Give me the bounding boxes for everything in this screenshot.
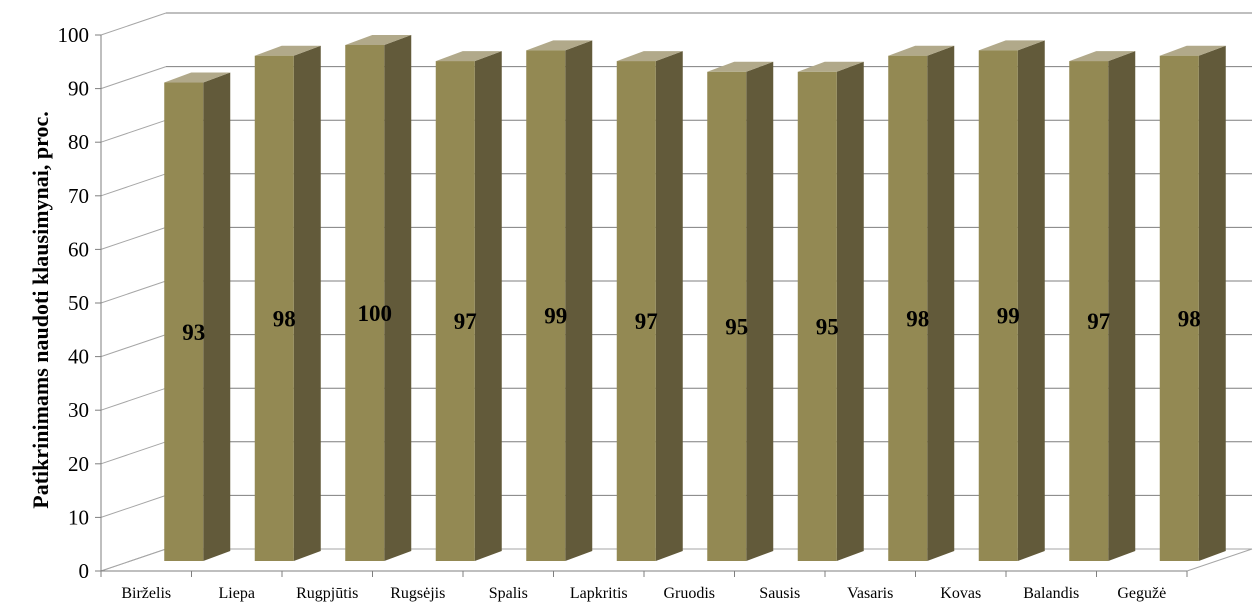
x-tick-label: Rugsėjis bbox=[390, 585, 445, 602]
side-gridline bbox=[100, 334, 167, 358]
bar bbox=[888, 55, 928, 561]
y-axis-label: Patikrinimams naudoti klausimynai, proc. bbox=[28, 111, 53, 509]
bar bbox=[345, 45, 385, 561]
bar bbox=[1159, 55, 1199, 561]
bar bbox=[797, 71, 837, 562]
side-gridline bbox=[100, 494, 167, 518]
bar-top bbox=[345, 35, 412, 45]
bar bbox=[435, 61, 475, 561]
bar-top bbox=[707, 61, 774, 72]
y-tick-label: 70 bbox=[68, 184, 89, 208]
bar-side bbox=[746, 61, 774, 562]
data-label: 97 bbox=[1087, 309, 1110, 334]
bar-side bbox=[293, 45, 321, 562]
bars bbox=[164, 35, 1226, 562]
bar-top bbox=[616, 51, 683, 62]
side-gridline bbox=[100, 226, 167, 250]
y-tick-label: 40 bbox=[68, 345, 89, 369]
bar-side bbox=[1108, 51, 1136, 561]
data-label: 99 bbox=[997, 304, 1020, 329]
x-tick-label: Gruodis bbox=[663, 585, 715, 602]
bar-top bbox=[164, 72, 231, 83]
data-label: 98 bbox=[273, 306, 296, 331]
data-label: 97 bbox=[454, 309, 477, 334]
bar-top bbox=[435, 51, 502, 62]
side-gridline bbox=[100, 12, 167, 36]
bar-side bbox=[384, 35, 412, 561]
bar-top bbox=[1069, 51, 1136, 62]
bar-top bbox=[1159, 45, 1226, 56]
data-label: 98 bbox=[1178, 306, 1201, 331]
x-tick-label: Kovas bbox=[940, 585, 981, 602]
bar-side bbox=[203, 72, 231, 562]
y-tick-label: 80 bbox=[68, 130, 89, 154]
data-label: 95 bbox=[725, 314, 748, 339]
x-tick-label: Spalis bbox=[489, 585, 528, 602]
bar bbox=[1069, 61, 1109, 561]
data-label: 100 bbox=[358, 301, 393, 326]
x-tick-label: Lapkritis bbox=[570, 585, 628, 602]
side-gridline bbox=[100, 66, 167, 90]
side-gridline bbox=[100, 280, 167, 304]
bar-side bbox=[927, 45, 955, 562]
bar-side bbox=[474, 51, 502, 561]
bar-side bbox=[1198, 45, 1226, 562]
y-tick-label: 50 bbox=[68, 291, 89, 315]
y-tick-label: 90 bbox=[68, 77, 89, 101]
data-label: 99 bbox=[544, 304, 567, 329]
x-tick-label: Balandis bbox=[1023, 585, 1079, 602]
x-tick-label: Rugpjūtis bbox=[296, 585, 358, 602]
y-tick-label: 0 bbox=[79, 559, 90, 583]
data-label: 95 bbox=[816, 314, 839, 339]
bar bbox=[978, 50, 1018, 562]
bar bbox=[254, 55, 294, 561]
side-gridline bbox=[100, 119, 167, 143]
data-label: 97 bbox=[635, 309, 658, 334]
bar-top bbox=[978, 40, 1045, 51]
y-tick-label: 60 bbox=[68, 237, 89, 261]
bar-side bbox=[1017, 40, 1045, 562]
bar-side bbox=[836, 61, 864, 562]
side-gridline bbox=[100, 441, 167, 465]
y-tick-label: 20 bbox=[68, 452, 89, 476]
floor-right-edge bbox=[1186, 548, 1253, 572]
data-label: 93 bbox=[182, 320, 205, 345]
labels: 0 10 20 30 40 50 60 70 80 90 100 93 Birželis 98 Liepa 1… bbox=[58, 23, 1201, 602]
bar-top bbox=[526, 40, 593, 51]
bar-top bbox=[797, 61, 864, 72]
bar-top bbox=[254, 45, 321, 56]
x-tick-label: Gegužė bbox=[1117, 585, 1166, 602]
bar-side bbox=[565, 40, 593, 562]
axes bbox=[95, 34, 1188, 577]
bar bbox=[616, 61, 656, 561]
bar-side bbox=[655, 51, 683, 561]
x-tick-label: Vasaris bbox=[847, 585, 893, 602]
x-tick-label: Liepa bbox=[219, 585, 255, 602]
x-tick-label: Sausis bbox=[759, 585, 800, 602]
x-tick-label: Birželis bbox=[121, 585, 171, 602]
data-label: 98 bbox=[906, 306, 929, 331]
y-tick-label: 30 bbox=[68, 398, 89, 422]
bar bbox=[526, 50, 566, 562]
bar bbox=[164, 82, 204, 562]
y-tick-label: 10 bbox=[68, 505, 89, 529]
y-tick-label: 100 bbox=[58, 23, 90, 47]
side-gridline bbox=[100, 173, 167, 197]
side-gridline bbox=[100, 387, 167, 411]
bar-top bbox=[888, 45, 955, 56]
bar bbox=[707, 71, 747, 562]
